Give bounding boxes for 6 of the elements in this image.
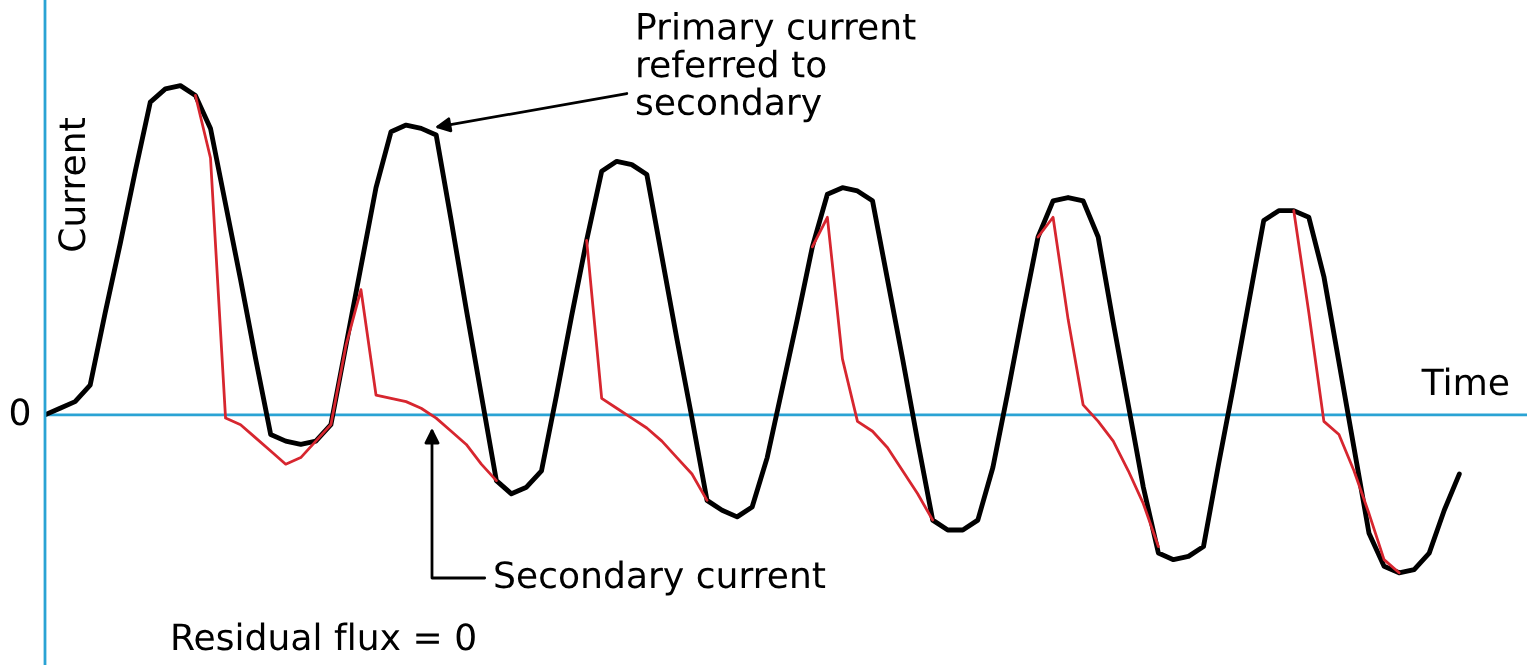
text: 0 [10, 398, 30, 426]
x-axis-title: Time [1421, 367, 1509, 396]
text: Residual flux = 0 [173, 622, 475, 651]
annotation: Primary current referred to secondary [636, 12, 916, 123]
y-axis-title: Current [58, 118, 86, 251]
annotation: Secondary current [495, 560, 826, 596]
